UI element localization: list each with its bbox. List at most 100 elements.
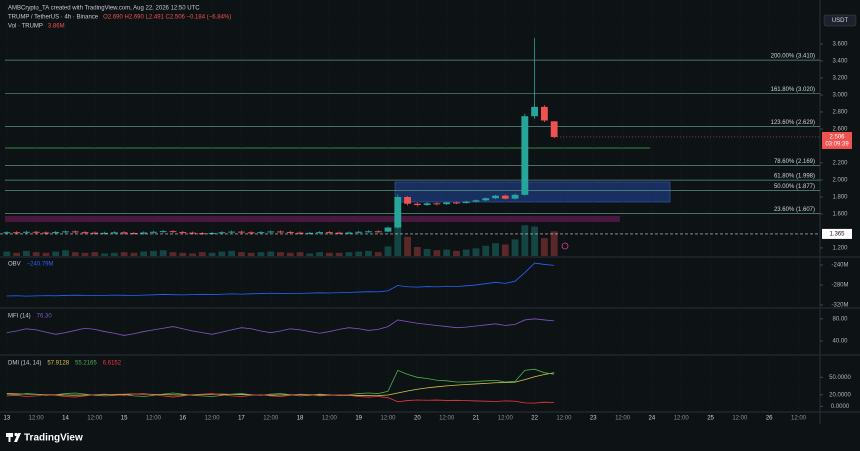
y-tick-label: 3.200 bbox=[832, 76, 848, 82]
candle-body bbox=[13, 232, 21, 234]
volume-bar bbox=[32, 252, 40, 256]
candle-body bbox=[355, 231, 363, 233]
volume-bar bbox=[110, 252, 118, 256]
candle-body bbox=[228, 231, 236, 233]
currency-box bbox=[823, 14, 857, 27]
y-tick-label: 3.600 bbox=[832, 42, 848, 48]
volume-bar bbox=[453, 250, 460, 256]
volume-bar bbox=[91, 252, 99, 256]
logo-mark bbox=[14, 432, 18, 437]
volume-bar bbox=[296, 252, 304, 256]
volume-bar bbox=[169, 252, 177, 256]
volume-bar bbox=[13, 252, 21, 256]
candle-body bbox=[71, 231, 79, 233]
volume-title: Vol · TRUMP bbox=[8, 24, 43, 30]
last-price-tag bbox=[822, 131, 852, 149]
candle-body bbox=[257, 232, 265, 234]
volume-bar bbox=[511, 239, 519, 256]
candle-body bbox=[540, 106, 548, 121]
volume-bar bbox=[531, 226, 539, 256]
volume-bar bbox=[306, 253, 314, 256]
y-tick-label: -240M bbox=[831, 263, 848, 269]
x-tick-label: 16 bbox=[179, 416, 186, 422]
y-tick-label: 3.400 bbox=[832, 59, 848, 65]
candle-body bbox=[443, 202, 451, 205]
x-tick-label: 18 bbox=[297, 416, 304, 422]
pane-title: MFI (14) bbox=[8, 314, 31, 320]
candle-body bbox=[237, 231, 245, 233]
fib-label: 200.00% (3.410) bbox=[771, 54, 815, 60]
candle-body bbox=[335, 232, 343, 234]
x-tick-label: 12:00 bbox=[381, 416, 397, 422]
x-tick-label: 12:00 bbox=[263, 416, 279, 422]
x-tick-label: 12:00 bbox=[556, 416, 572, 422]
y-tick-label: 1.800 bbox=[832, 195, 848, 201]
volume-bar bbox=[189, 253, 196, 256]
x-tick-label: 12:00 bbox=[87, 416, 103, 422]
last-price-label: 2.506 bbox=[829, 135, 845, 141]
fib-label: 78.60% (2.169) bbox=[774, 159, 815, 165]
candle-body bbox=[179, 231, 187, 233]
volume-bar bbox=[550, 231, 558, 256]
candle-body bbox=[110, 232, 118, 234]
volume-bar bbox=[267, 251, 275, 256]
candle-body bbox=[140, 232, 148, 234]
volume-bar bbox=[218, 251, 226, 256]
candle-body bbox=[453, 202, 460, 204]
volume-bar bbox=[150, 250, 157, 256]
candle-body bbox=[247, 232, 255, 234]
x-tick-label: 12:00 bbox=[439, 416, 455, 422]
candle-body bbox=[472, 200, 480, 202]
fib-label: 161.80% (3.020) bbox=[771, 87, 815, 93]
volume-bar bbox=[492, 243, 499, 256]
volume-bar bbox=[286, 252, 294, 256]
candle-body bbox=[296, 232, 304, 234]
zone-strip bbox=[5, 216, 620, 222]
volume-bar bbox=[120, 252, 128, 256]
currency: USDT bbox=[832, 18, 849, 24]
indicator-line bbox=[6, 262, 555, 297]
candle-body bbox=[286, 231, 294, 233]
pane-title: OBV bbox=[8, 262, 21, 268]
volume-bar bbox=[159, 250, 167, 256]
volume-bar bbox=[277, 252, 284, 256]
candle-body bbox=[159, 231, 167, 233]
y-tick-label: 50.0000 bbox=[829, 375, 851, 381]
alert-icon bbox=[561, 242, 569, 250]
y-tick-label: -320M bbox=[831, 303, 848, 309]
x-tick-label: 13 bbox=[3, 416, 10, 422]
candle-body bbox=[306, 232, 314, 234]
symbol-title: TRUMP / TetherUS · 4h · Binance bbox=[8, 15, 99, 21]
volume-bar bbox=[355, 251, 363, 256]
volume-bar bbox=[179, 252, 187, 256]
x-tick-label: 24 bbox=[649, 416, 656, 422]
credit: AMBCrypto_TA created with TradingView.co… bbox=[8, 6, 200, 12]
candle-body bbox=[482, 198, 490, 201]
candle-body bbox=[365, 231, 372, 233]
pane-legend-value: 55.2165 bbox=[75, 361, 97, 367]
x-tick-label: 12:00 bbox=[674, 416, 690, 422]
x-tick-label: 14 bbox=[62, 416, 69, 422]
x-tick-label: 26 bbox=[766, 416, 773, 422]
zone-box bbox=[395, 182, 670, 202]
indicator-line bbox=[6, 368, 555, 397]
fib-label: 123.60% (2.629) bbox=[771, 120, 815, 126]
volume-bar bbox=[365, 250, 372, 256]
x-tick-label: 21 bbox=[473, 416, 480, 422]
x-tick-label: 22 bbox=[531, 416, 538, 422]
x-tick-label: 19 bbox=[355, 416, 362, 422]
volume-bar bbox=[472, 248, 480, 256]
x-tick-label: 12:00 bbox=[205, 416, 221, 422]
pane-legend-value: 6.6152 bbox=[103, 361, 122, 367]
fib-label: 50.00% (1.877) bbox=[774, 184, 815, 190]
volume-bar bbox=[140, 251, 148, 256]
volume-bar bbox=[325, 252, 333, 256]
y-tick-label: 0.0000 bbox=[831, 404, 850, 410]
volume-bar bbox=[3, 251, 11, 256]
volume-bar bbox=[228, 250, 236, 256]
volume-bar bbox=[130, 252, 138, 256]
candle-body bbox=[462, 201, 470, 204]
y-tick-label: 2.000 bbox=[832, 178, 848, 184]
x-tick-label: 25 bbox=[707, 416, 714, 422]
